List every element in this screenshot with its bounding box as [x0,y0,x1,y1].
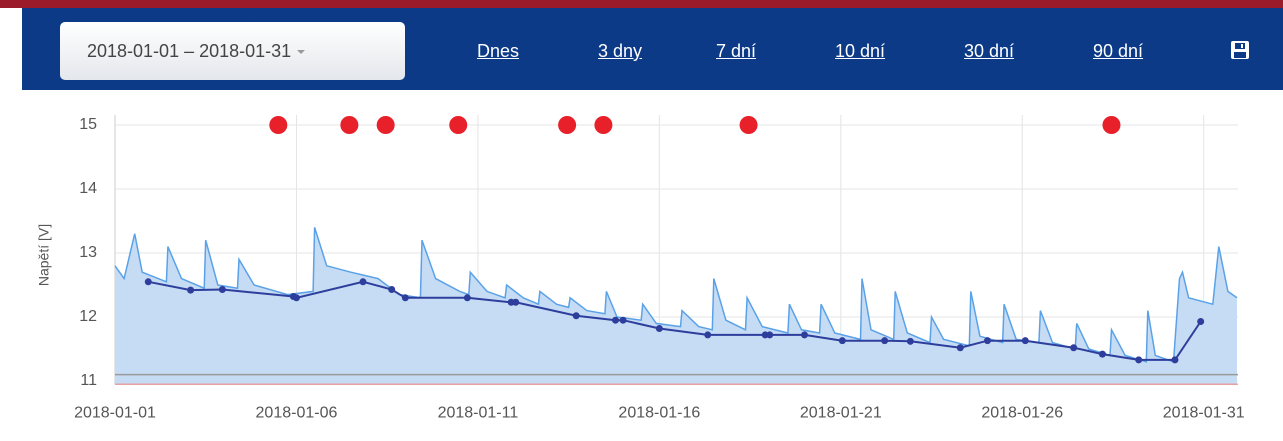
y-tick-label: 15 [79,116,97,133]
marker [766,331,774,339]
marker [838,337,846,345]
marker [340,116,359,134]
x-tick-label: 2018-01-16 [618,404,700,421]
marker [558,116,577,134]
y-tick-label: 12 [79,308,97,325]
marker [956,344,964,352]
marker [983,337,991,345]
x-tick-label: 2018-01-06 [256,404,338,421]
marker [359,278,367,286]
date-range-picker[interactable]: 2018-01-01 – 2018-01-31 [60,22,405,80]
caret [297,50,306,55]
marker [906,337,914,345]
marker [401,294,409,302]
y-tick-label: 13 [79,244,97,261]
marker [704,331,712,339]
marker [1102,116,1121,134]
marker [144,278,152,286]
period-link[interactable]: 30 dní [964,41,1015,61]
marker [463,294,471,302]
marker [269,116,288,134]
period-link[interactable]: 90 dní [1093,41,1144,61]
period-link[interactable]: 10 dní [835,41,886,61]
date-range: 2018-01-01 – 2018-01-31 [87,41,292,61]
marker [655,325,663,333]
save-icon[interactable] [1230,40,1250,60]
marker [594,116,613,134]
marker [187,286,195,294]
toolbar: 2018-01-01 – 2018-01-31 Dnes 3 dny 7 dní… [22,8,1283,90]
chart: Napětí [V] 11 12 13 14 15 2018-01-01 2018-01-0… [36,115,1245,421]
marker [881,337,889,345]
period-link[interactable]: 3 dny [598,41,643,61]
period-link[interactable]: 7 dní [716,41,757,61]
marker [1070,344,1078,352]
period-link[interactable]: Dnes [477,41,520,61]
top-stripe [0,0,1283,8]
x-tick-label: 2018-01-31 [1163,404,1245,421]
marker [801,331,809,339]
marker [388,285,396,293]
x-tick-label: 2018-01-26 [981,404,1063,421]
marker [1171,356,1179,364]
marker [218,285,226,293]
area [115,227,1237,385]
marker [449,116,468,134]
marker [619,316,627,324]
line [114,227,1238,363]
marker [572,312,580,320]
y-tick-label: 11 [80,372,97,389]
y-tick-label: 14 [79,180,97,197]
marker [1098,350,1106,358]
x-tick-label: 2018-01-11 [438,404,519,421]
marker [292,294,300,302]
marker [1021,337,1029,345]
marker [512,298,520,306]
marker [376,116,395,134]
y-axis-label: Napětí [V] [36,224,52,286]
line [148,280,1202,361]
marker [1197,317,1205,325]
x-tick-label: 2018-01-21 [800,404,882,421]
marker [1135,356,1143,364]
x-tick-label: 2018-01-01 [74,404,156,421]
marker [612,316,620,324]
marker [739,116,758,134]
